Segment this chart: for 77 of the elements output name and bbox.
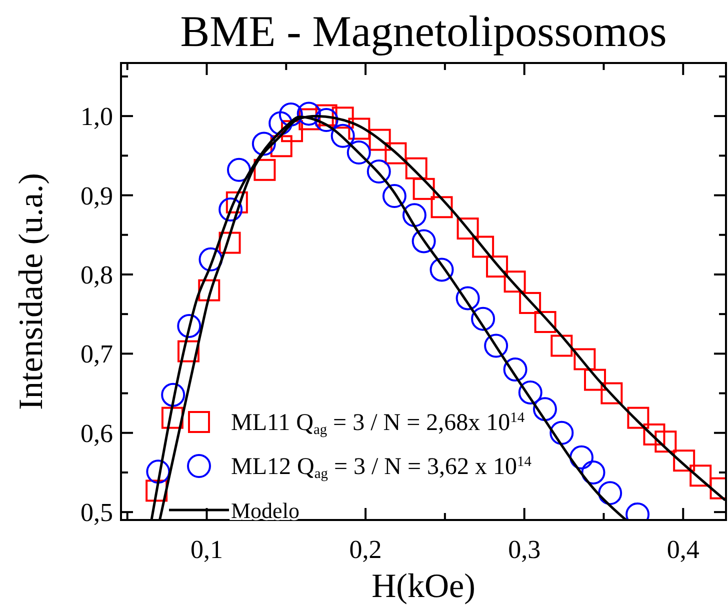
point <box>456 286 480 310</box>
y-tick-label: 0,9 <box>80 181 113 210</box>
point <box>315 104 338 126</box>
x-tick-label: 0,4 <box>666 535 700 564</box>
point <box>332 106 354 129</box>
point <box>503 358 528 382</box>
point <box>519 292 542 314</box>
legend-label: ML11 Q$_{ag}$ = 3 / N = 2,68x 10$^{14}$ <box>231 410 525 438</box>
point <box>550 420 574 445</box>
point <box>581 460 606 484</box>
point <box>278 102 303 126</box>
point <box>384 142 407 164</box>
point <box>146 460 170 484</box>
point <box>574 348 596 370</box>
point <box>218 232 241 254</box>
point <box>472 236 494 258</box>
point <box>600 382 623 404</box>
point <box>226 191 248 214</box>
point <box>456 218 479 240</box>
point <box>598 481 622 506</box>
point <box>281 120 304 142</box>
y-tick-label: 0,8 <box>80 260 113 290</box>
point <box>550 334 573 357</box>
point <box>570 445 594 470</box>
chart-title: BME - Magnetolipossomos <box>180 7 667 56</box>
point <box>627 406 650 429</box>
point <box>198 279 220 302</box>
point <box>296 102 321 126</box>
point <box>218 198 243 222</box>
y-tick-label: 0,6 <box>80 418 113 448</box>
point <box>161 382 186 407</box>
legend-label: Modelo <box>231 498 300 523</box>
y-tick-label: 1,0 <box>80 102 113 132</box>
point <box>254 158 276 181</box>
point <box>382 184 406 208</box>
point <box>402 203 426 228</box>
point <box>298 108 321 130</box>
point <box>584 368 606 391</box>
point <box>430 196 453 218</box>
point <box>177 314 202 338</box>
point <box>314 108 338 132</box>
point <box>366 160 391 184</box>
point <box>330 124 355 148</box>
y-axis-title: Intensidade (u.a.) <box>13 173 50 410</box>
point <box>430 258 454 282</box>
point <box>177 340 200 362</box>
x-tick-label: 0,1 <box>190 535 223 564</box>
y-tick-label: 0,5 <box>80 498 113 528</box>
point <box>486 256 508 278</box>
point <box>532 397 557 422</box>
legend-label: ML12 Q$_{ag}$ = 3 / N = 3,62 x 10$^{14}$ <box>231 454 532 482</box>
point <box>198 247 223 272</box>
y-tick-label: 0,7 <box>80 340 113 369</box>
x-tick-label: 0,3 <box>508 535 541 564</box>
point <box>405 157 428 180</box>
point <box>654 430 677 453</box>
point <box>673 450 696 472</box>
x-tick-label: 0,2 <box>349 535 382 564</box>
point <box>534 310 556 333</box>
point <box>346 140 371 164</box>
point <box>252 132 276 156</box>
point <box>504 270 526 293</box>
point <box>471 306 496 331</box>
point <box>690 464 712 487</box>
point <box>368 128 391 151</box>
point <box>268 111 293 136</box>
point <box>226 158 251 182</box>
point <box>412 178 435 200</box>
point <box>146 480 168 502</box>
point <box>412 229 436 254</box>
point <box>161 406 184 429</box>
point <box>518 380 542 404</box>
point <box>484 334 508 358</box>
point <box>348 118 370 140</box>
point <box>643 423 666 446</box>
x-axis-title: H(kOe) <box>372 568 476 605</box>
point <box>270 135 292 158</box>
